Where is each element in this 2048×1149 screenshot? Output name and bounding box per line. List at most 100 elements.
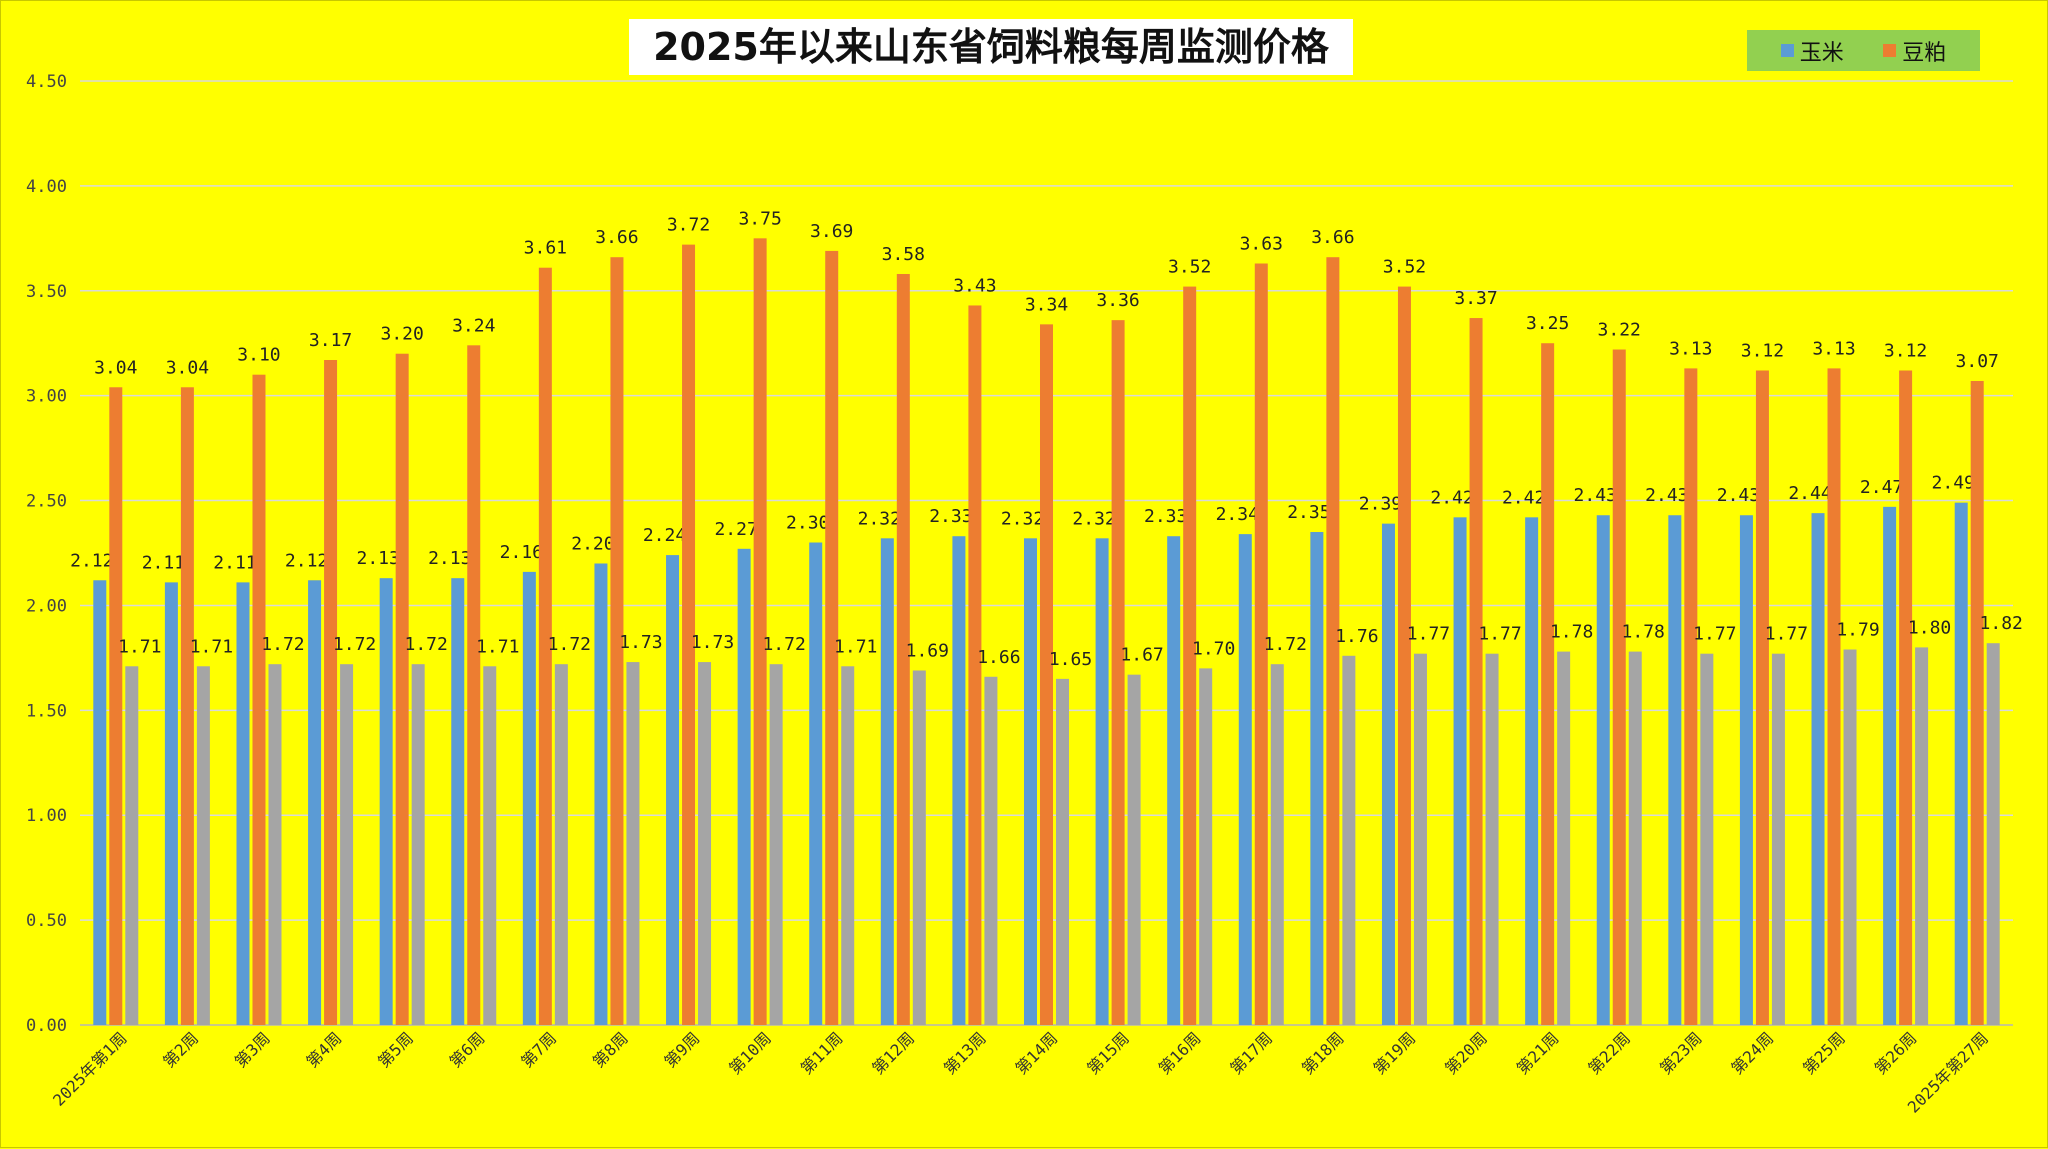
x-tick-label: 2025年第1周 — [49, 1028, 130, 1109]
bar — [1970, 380, 1984, 1026]
y-tick-label: 4.00 — [26, 177, 67, 197]
data-label: 3.17 — [309, 330, 352, 351]
x-tick-label: 第17周 — [1226, 1028, 1276, 1078]
chart-title: 2025年以来山东省饲料粮每周监测价格 — [653, 25, 1329, 69]
bar — [164, 582, 178, 1025]
data-label: 2.33 — [929, 506, 972, 527]
bar — [626, 662, 640, 1025]
bar — [1596, 515, 1610, 1025]
data-label: 3.72 — [667, 215, 710, 236]
x-tick-label: 第15周 — [1083, 1028, 1133, 1078]
legend-swatch-soymeal — [1883, 44, 1897, 57]
bar — [1453, 517, 1467, 1025]
data-label: 3.13 — [1812, 338, 1855, 359]
data-label: 3.24 — [452, 315, 495, 336]
data-label: 1.72 — [404, 634, 447, 655]
data-label: 2.42 — [1430, 487, 1473, 508]
bar — [1915, 647, 1929, 1025]
bar — [1095, 538, 1109, 1025]
bar — [1127, 674, 1141, 1025]
bar — [1883, 506, 1897, 1025]
x-tick-label: 第19周 — [1370, 1028, 1420, 1078]
data-label: 3.04 — [94, 357, 137, 378]
bar — [93, 580, 107, 1025]
data-label: 1.73 — [691, 632, 734, 653]
data-label: 1.72 — [548, 634, 591, 655]
bar — [554, 664, 568, 1025]
data-label: 2.30 — [786, 513, 829, 534]
bar — [880, 538, 894, 1025]
bar — [825, 250, 839, 1026]
bar — [1739, 515, 1753, 1025]
bar — [1397, 286, 1411, 1025]
data-label: 2.35 — [1287, 502, 1330, 523]
bar — [698, 662, 712, 1025]
bar — [1700, 653, 1714, 1025]
data-label: 3.69 — [810, 221, 853, 242]
bar — [1413, 653, 1427, 1025]
bar — [1342, 655, 1356, 1025]
data-label: 3.36 — [1096, 290, 1139, 311]
bar — [1827, 368, 1841, 1025]
data-label: 2.42 — [1502, 487, 1545, 508]
data-label: 1.72 — [762, 634, 805, 655]
data-label: 1.77 — [1478, 624, 1521, 645]
y-tick-label: 1.00 — [26, 806, 67, 826]
data-label: 1.72 — [1264, 634, 1307, 655]
data-label: 2.33 — [1144, 506, 1187, 527]
bar — [1986, 643, 2000, 1025]
y-tick-label: 3.50 — [26, 282, 67, 302]
data-label: 2.13 — [356, 548, 399, 569]
bar — [1310, 532, 1324, 1025]
bar — [451, 578, 465, 1025]
bar — [1056, 678, 1069, 1025]
bar — [522, 571, 536, 1025]
data-label: 3.66 — [595, 227, 638, 248]
data-label: 2.12 — [70, 550, 113, 571]
bar — [1040, 324, 1053, 1025]
data-label: 1.78 — [1550, 622, 1593, 643]
data-label: 3.52 — [1168, 257, 1211, 278]
bar — [1270, 664, 1284, 1025]
bar — [252, 374, 266, 1025]
data-label: 1.72 — [261, 634, 304, 655]
data-label: 3.63 — [1240, 234, 1283, 255]
bar — [952, 536, 966, 1025]
data-label: 1.66 — [977, 647, 1020, 668]
data-label: 2.39 — [1359, 494, 1402, 515]
data-label: 3.13 — [1669, 338, 1712, 359]
bar — [324, 360, 338, 1025]
data-label: 2.20 — [571, 533, 614, 554]
data-label: 3.52 — [1383, 257, 1426, 278]
data-label: 2.11 — [213, 552, 256, 573]
bar — [809, 542, 823, 1025]
bar — [196, 666, 210, 1025]
data-label: 2.32 — [1001, 508, 1044, 529]
bar — [308, 580, 322, 1025]
bar — [666, 555, 680, 1025]
bar — [912, 670, 926, 1025]
data-label: 2.32 — [858, 508, 901, 529]
data-label: 1.79 — [1836, 619, 1879, 640]
data-label: 2.24 — [643, 525, 686, 546]
bar — [1525, 517, 1539, 1025]
bar — [1771, 653, 1785, 1025]
bar — [769, 664, 783, 1025]
data-label: 1.72 — [333, 634, 376, 655]
x-tick-label: 第2周 — [159, 1028, 202, 1071]
bar — [340, 664, 354, 1025]
bar — [737, 548, 751, 1025]
x-tick-label: 第25周 — [1799, 1028, 1849, 1078]
bar — [1485, 653, 1499, 1025]
data-label: 1.71 — [476, 636, 519, 657]
bar — [180, 387, 194, 1026]
x-tick-label: 第20周 — [1441, 1028, 1491, 1078]
data-label: 3.10 — [237, 345, 280, 366]
data-label: 3.12 — [1741, 340, 1784, 361]
legend-swatch-corn — [1780, 44, 1794, 57]
bar — [1238, 534, 1252, 1025]
data-label: 1.69 — [906, 640, 949, 661]
data-label: 1.71 — [190, 636, 233, 657]
bar — [538, 267, 552, 1025]
